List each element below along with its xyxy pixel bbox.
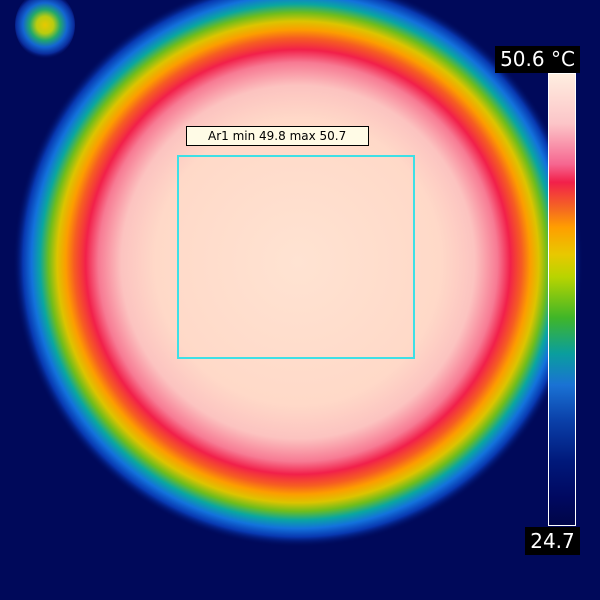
roi-measurement-box[interactable] [177,155,415,359]
roi-label: Ar1 min 49.8 max 50.7 [186,126,369,146]
hot-plate-disc [13,0,583,547]
warm-spot [15,0,75,59]
scale-min-label: 24.7 [525,527,580,555]
color-scale-bar [548,73,576,526]
scale-max-label: 50.6 °C [495,46,580,73]
